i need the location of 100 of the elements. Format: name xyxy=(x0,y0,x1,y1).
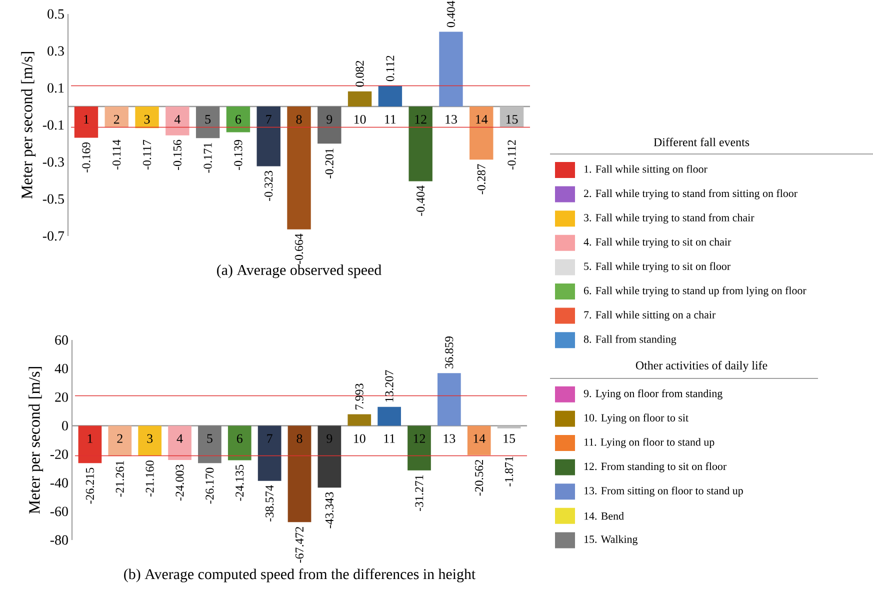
category-label: 15. Walking xyxy=(584,535,638,546)
bar xyxy=(288,426,312,522)
x-tick-label: 13 xyxy=(444,434,456,443)
x-tick-label: 5 xyxy=(207,434,212,443)
bar xyxy=(500,106,524,128)
category-label: 3. Fall while trying to stand from chair xyxy=(584,214,754,224)
x-tick-label: 1 xyxy=(84,115,89,124)
x-tick-label: 7 xyxy=(267,434,272,443)
data-label: -31.271 xyxy=(415,475,424,511)
data-label: -0.156 xyxy=(173,140,182,170)
y-axis-title: Meter per second [m/s] xyxy=(21,52,36,199)
x-tick-label: 6 xyxy=(236,434,242,443)
y-tick-label: 0.5 xyxy=(48,9,64,19)
data-label: -0.323 xyxy=(264,170,273,201)
bar xyxy=(168,426,192,460)
data-label: -0.287 xyxy=(477,164,486,194)
y-tick-label: 0 xyxy=(62,421,68,430)
text: Different fall events xyxy=(654,138,750,146)
data-label: -0.404 xyxy=(416,186,425,216)
data-label: -67.472 xyxy=(295,526,304,563)
y-tick-label: -0.1 xyxy=(42,120,64,130)
data-label: -20.562 xyxy=(475,460,484,496)
category-label: 1. Fall while sitting on floor xyxy=(584,164,708,176)
data-label: 7.993 xyxy=(355,384,364,410)
bar xyxy=(198,426,222,464)
x-tick-label: 7 xyxy=(266,114,272,124)
bar xyxy=(256,106,280,166)
category-label: 13. From sitting on floor to stand up xyxy=(584,486,743,497)
bar xyxy=(318,106,342,144)
data-label: -0.139 xyxy=(234,140,242,170)
data-label: -38.574 xyxy=(266,485,274,522)
x-tick-label: 12 xyxy=(415,114,426,124)
data-label: -0.201 xyxy=(325,148,334,178)
data-label: -0.171 xyxy=(204,143,212,173)
x-tick-label: 12 xyxy=(414,434,426,443)
x-tick-label: 15 xyxy=(504,434,516,443)
data-label: -24.135 xyxy=(236,464,244,501)
x-tick-label: 9 xyxy=(326,434,332,443)
x-tick-label: 9 xyxy=(326,114,332,124)
data-label: -0.117 xyxy=(142,140,152,170)
category-label: 11. Lying on floor to stand up xyxy=(584,438,714,448)
category-label: 9. Lying on floor from standing xyxy=(584,389,722,400)
bar xyxy=(438,373,461,426)
data-label: -0.112 xyxy=(508,140,516,170)
data-label: -1.871 xyxy=(504,456,514,486)
data-label: 0.112 xyxy=(386,56,394,82)
data-label: -21.261 xyxy=(116,460,124,497)
category-label: 5. Fall while trying to sit on floor xyxy=(584,262,730,272)
data-label: 36.859 xyxy=(445,336,454,368)
category-label: 7. Fall while sitting on a chair xyxy=(584,310,716,321)
bar xyxy=(470,106,494,160)
bar xyxy=(104,106,128,128)
x-tick-label: 11 xyxy=(385,115,396,124)
bar xyxy=(497,426,521,428)
y-tick-label: -20 xyxy=(50,450,68,460)
x-tick-label: 11 xyxy=(384,434,395,443)
text: Other activities of daily life xyxy=(636,360,768,372)
data-label: -0.664 xyxy=(294,234,304,264)
x-tick-label: 8 xyxy=(296,434,302,443)
y-tick-label: -0.7 xyxy=(42,231,64,241)
y-axis-title: Meter per second [m/s] xyxy=(28,367,44,514)
bar xyxy=(408,106,432,182)
x-tick-label: 10 xyxy=(354,115,366,124)
x-tick-label: 5 xyxy=(205,114,211,124)
y-tick-label: 0.3 xyxy=(48,46,64,56)
bar xyxy=(439,32,463,106)
x-tick-label: 3 xyxy=(144,114,150,124)
data-label: -0.169 xyxy=(82,142,90,172)
data-label: -43.343 xyxy=(325,492,334,528)
bar xyxy=(378,406,401,426)
category-label: 6. Fall while trying to stand up from lying on floor xyxy=(584,286,806,297)
category-label: 4. Fall while trying to sit on chair xyxy=(584,238,732,248)
data-label: -26.170 xyxy=(206,468,214,504)
y-tick-label: -0.5 xyxy=(42,194,64,204)
y-tick-label: 60 xyxy=(55,335,68,345)
bar xyxy=(467,426,491,456)
y-tick-label: 0.1 xyxy=(48,83,64,93)
x-tick-label: 6 xyxy=(236,114,242,124)
bar xyxy=(135,106,159,128)
category-label: 12. From standing to sit on floor xyxy=(584,462,727,472)
bar xyxy=(318,426,342,488)
x-tick-label: 1 xyxy=(88,434,92,443)
bar xyxy=(226,106,250,132)
text: (b) Average computed speed from the differences in height xyxy=(124,568,476,582)
x-tick-label: 14 xyxy=(474,434,486,443)
x-tick-label: 4 xyxy=(174,114,180,124)
data-label: -21.160 xyxy=(146,460,154,497)
text: (a) Average observed speed xyxy=(217,264,382,278)
x-tick-label: 2 xyxy=(117,434,122,443)
bar xyxy=(196,106,220,138)
data-label: -26.215 xyxy=(86,468,94,504)
x-tick-label: 13 xyxy=(446,114,457,124)
bar xyxy=(108,426,132,456)
bar xyxy=(348,414,372,426)
data-label: 0.082 xyxy=(356,60,364,87)
bar xyxy=(258,426,282,481)
bar xyxy=(378,86,402,106)
category-label: 10. Lying on floor to sit xyxy=(584,414,688,424)
y-tick-label: -80 xyxy=(50,535,68,545)
bar xyxy=(166,106,190,136)
